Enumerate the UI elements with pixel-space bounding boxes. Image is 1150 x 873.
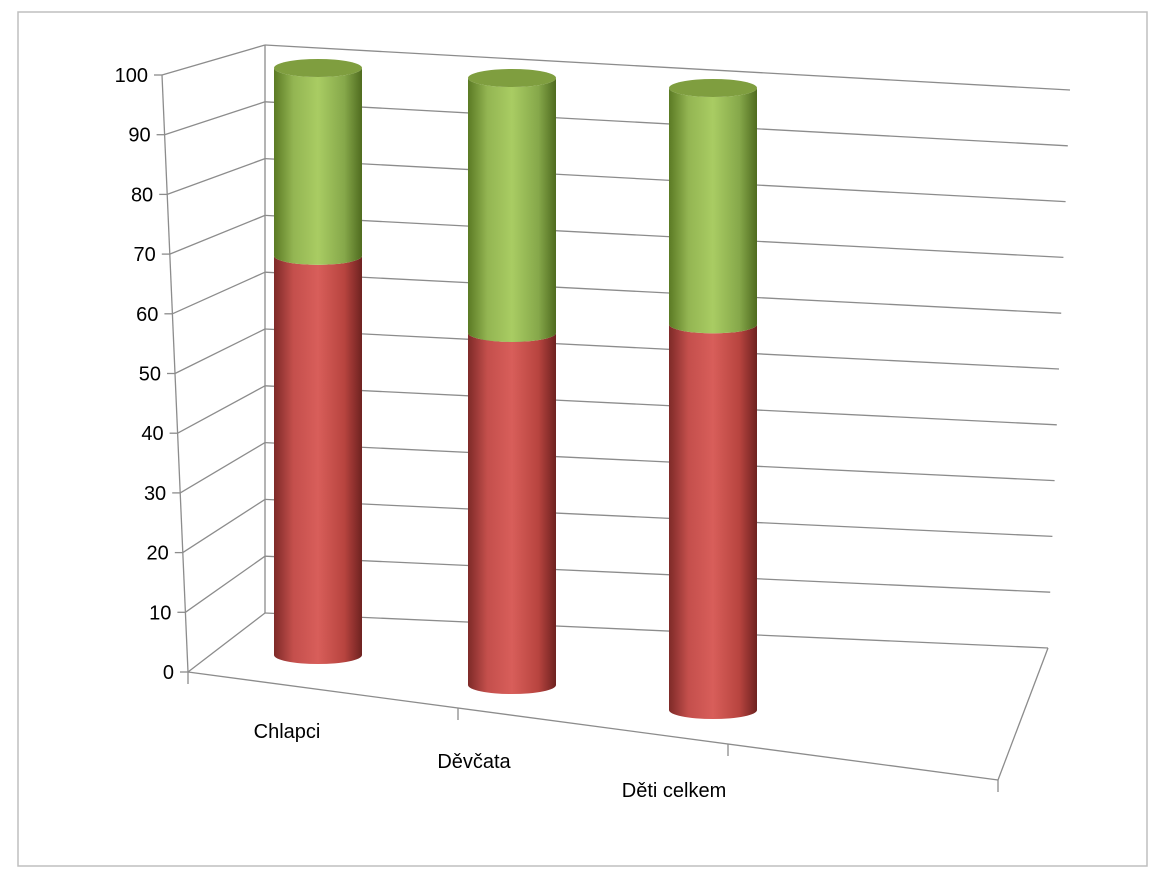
chart-border xyxy=(17,11,1148,867)
side-gridline xyxy=(179,442,266,494)
y-tick-label: 30 xyxy=(144,483,166,505)
side-gridline xyxy=(185,555,266,613)
side-gridline xyxy=(166,157,266,196)
x-axis-line xyxy=(187,671,999,781)
side-gridline xyxy=(187,612,266,673)
bar-0-top-cap xyxy=(274,59,362,77)
side-gridline xyxy=(182,498,266,554)
y-tick-label: 70 xyxy=(134,244,156,266)
y-tick-label: 40 xyxy=(141,423,163,445)
y-tick-label: 20 xyxy=(147,543,169,565)
bar-1-series-0 xyxy=(468,332,556,694)
back-gridline xyxy=(264,101,1068,147)
back-gridline xyxy=(264,441,1055,482)
side-gridline xyxy=(177,385,266,434)
side-gridline xyxy=(172,271,266,315)
y-tick-label: 100 xyxy=(115,65,148,87)
y-tick-label: 0 xyxy=(163,662,174,684)
x-category-label: Chlapci xyxy=(254,721,321,743)
back-gridline xyxy=(264,44,1071,91)
side-gridline xyxy=(161,44,266,76)
bar-0-series-1 xyxy=(274,68,362,265)
back-gridline xyxy=(264,555,1051,593)
bars xyxy=(274,59,757,719)
x-category-label: Děti celkem xyxy=(622,780,726,802)
back-gridline xyxy=(264,328,1060,370)
y-tick-label: 50 xyxy=(139,364,161,386)
bar-1-top-cap xyxy=(468,69,556,87)
x-category-label: Děvčata xyxy=(437,751,511,773)
floor-right-edge xyxy=(997,647,1049,781)
back-gridline xyxy=(264,214,1064,259)
bar-2-series-0 xyxy=(669,324,757,719)
bar-0-series-0 xyxy=(274,255,362,664)
y-tick-label: 60 xyxy=(136,304,158,326)
side-gridline xyxy=(174,328,266,375)
labels: 0 10 20 30 40 50 60 70 80 90 100 Chlapci Děvčata Děti… xyxy=(115,65,727,802)
side-gridline xyxy=(169,214,266,255)
bar-2-top-cap xyxy=(669,79,757,97)
bar-1-series-1 xyxy=(468,78,556,342)
back-gridline xyxy=(264,385,1057,426)
back-gridline xyxy=(264,498,1053,538)
back-gridline xyxy=(264,271,1062,314)
bar-2-series-1 xyxy=(669,88,757,334)
y-tick-label: 80 xyxy=(131,184,153,206)
y-tick-label: 90 xyxy=(128,125,150,147)
y-tick-label: 10 xyxy=(149,602,171,624)
side-gridline xyxy=(164,101,266,136)
back-gridline xyxy=(264,157,1066,203)
back-gridline xyxy=(264,612,1049,649)
gridlines xyxy=(161,44,1071,673)
